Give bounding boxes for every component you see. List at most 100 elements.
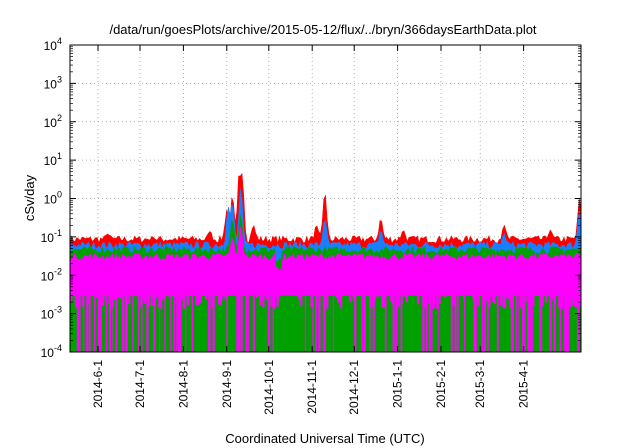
series-dropout bbox=[431, 295, 433, 352]
series-floor-noise bbox=[158, 295, 161, 308]
series-area bbox=[69, 226, 582, 296]
series-floor-noise bbox=[506, 295, 509, 298]
x-tick-label: 2015-4-1 bbox=[517, 360, 531, 408]
series-floor-noise bbox=[405, 295, 408, 303]
series-floor-noise bbox=[315, 295, 318, 305]
series-floor-noise bbox=[578, 295, 581, 306]
series-floor-noise bbox=[199, 295, 202, 303]
series-dropout bbox=[577, 295, 580, 352]
series-dropout bbox=[369, 295, 371, 352]
series-floor-noise bbox=[483, 295, 486, 307]
series-dropout bbox=[124, 295, 127, 352]
series-floor-noise bbox=[210, 295, 213, 308]
series-dropout bbox=[86, 295, 89, 352]
x-tick-labels: 2014-6-1 2014-7-1 2014-8-1 2014-9-1 2014-10-… bbox=[91, 360, 531, 415]
series-floor-noise bbox=[527, 295, 530, 305]
y-tick-label: 102 bbox=[44, 113, 62, 130]
series-floor-noise bbox=[182, 295, 185, 309]
series-floor-noise bbox=[395, 295, 398, 310]
x-tick-label: 2014-12-1 bbox=[347, 360, 361, 415]
series-dropout bbox=[268, 295, 271, 352]
series-floor-noise bbox=[310, 295, 313, 308]
series-floor-noise bbox=[509, 295, 512, 309]
series-dropout bbox=[247, 295, 249, 352]
series-floor-noise bbox=[143, 295, 146, 302]
series-dropout bbox=[153, 295, 155, 352]
series-dropout bbox=[212, 295, 215, 352]
series-floor-noise bbox=[150, 295, 153, 307]
series-floor-noise bbox=[102, 295, 105, 306]
series-floor-noise bbox=[391, 295, 394, 305]
series-floor-noise bbox=[425, 295, 429, 305]
series-floor-noise bbox=[218, 295, 221, 305]
series-floor-noise bbox=[508, 295, 511, 300]
series-dropout bbox=[173, 295, 175, 352]
series-dropout bbox=[515, 295, 517, 352]
series-floor-noise bbox=[273, 295, 276, 309]
series-dropout bbox=[79, 295, 81, 352]
x-axis-label: Coordinated Universal Time (UTC) bbox=[225, 431, 424, 446]
series-dropout bbox=[191, 295, 193, 352]
series-floor-noise bbox=[373, 295, 376, 302]
x-tick-label: 2014-11-1 bbox=[305, 360, 319, 414]
series-floor-noise bbox=[499, 295, 502, 305]
series-floor-noise bbox=[390, 295, 393, 302]
x-tick-label: 2015-1-1 bbox=[391, 360, 405, 408]
series-dropout bbox=[88, 295, 91, 352]
series-dropout bbox=[540, 295, 543, 352]
y-tick-label: 101 bbox=[44, 151, 62, 168]
series-floor-noise bbox=[424, 295, 427, 308]
series-floor-noise bbox=[81, 295, 84, 307]
series-dropout bbox=[208, 295, 211, 352]
series-floor-noise bbox=[382, 295, 385, 308]
series-dropout bbox=[518, 295, 520, 352]
series-dropout bbox=[93, 295, 96, 352]
series-floor-noise bbox=[265, 295, 268, 299]
series-dropout bbox=[454, 295, 457, 352]
series-floor-noise bbox=[70, 295, 73, 303]
x-tick-label: 2014-9-1 bbox=[220, 360, 234, 408]
series-floor-noise bbox=[74, 295, 77, 308]
series-dropout bbox=[354, 295, 356, 352]
x-tick-label: 2014-6-1 bbox=[91, 360, 105, 408]
series-dropout bbox=[176, 295, 178, 352]
series-floor-noise bbox=[570, 295, 573, 306]
series-dropout bbox=[438, 295, 439, 352]
series-floor-noise bbox=[108, 295, 111, 304]
series-floor-noise bbox=[428, 295, 431, 304]
series-floor-noise bbox=[423, 295, 426, 302]
x-tick-label: 2014-7-1 bbox=[133, 360, 147, 408]
series-dropout bbox=[464, 295, 466, 352]
series-dropout bbox=[112, 295, 114, 352]
series-floor-noise bbox=[436, 295, 439, 310]
series-floor-noise bbox=[153, 295, 156, 303]
series-floor-noise bbox=[246, 295, 249, 304]
chart-title: /data/run/goesPlots/archive/2015-05-12/f… bbox=[109, 22, 536, 37]
series-dropout bbox=[179, 295, 182, 352]
series-dropout bbox=[522, 295, 525, 352]
series-floor-noise bbox=[558, 295, 561, 308]
y-tick-label: 10-2 bbox=[41, 266, 62, 283]
series-dropout bbox=[170, 295, 172, 352]
series-dropout bbox=[559, 295, 562, 352]
series-floor-noise bbox=[141, 295, 144, 299]
series-dropout bbox=[566, 295, 568, 352]
series-floor-noise bbox=[400, 295, 403, 305]
series-floor-noise bbox=[216, 295, 219, 296]
series-dropout bbox=[529, 295, 531, 352]
series-floor-noise bbox=[225, 295, 228, 300]
series-floor-noise bbox=[161, 295, 164, 300]
series-floor-noise bbox=[431, 295, 434, 303]
series-floor-noise bbox=[573, 295, 576, 307]
series-dropout bbox=[429, 295, 431, 352]
series-dropout bbox=[138, 295, 140, 352]
series-floor-noise bbox=[323, 295, 326, 305]
series-floor-noise bbox=[532, 295, 535, 306]
series-floor-noise bbox=[404, 295, 407, 298]
series-floor-noise bbox=[173, 295, 176, 299]
series-floor-noise bbox=[488, 295, 491, 309]
series-dropout bbox=[510, 295, 513, 352]
axis-ticks bbox=[70, 44, 581, 353]
series-dropout bbox=[511, 295, 514, 352]
